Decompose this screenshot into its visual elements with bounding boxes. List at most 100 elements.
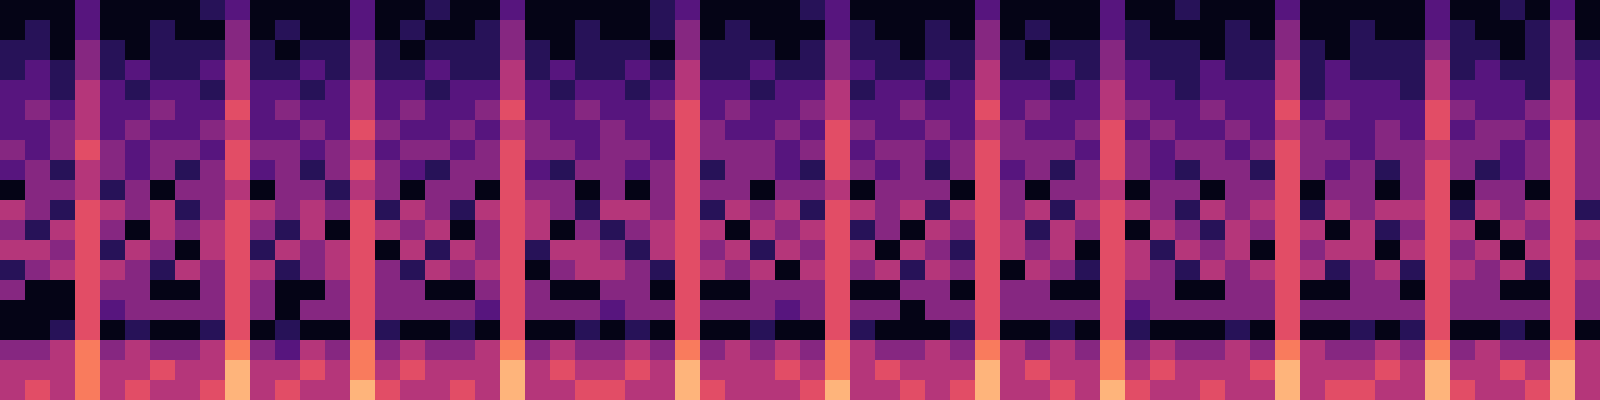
- cell: [975, 80, 1001, 101]
- cell: [375, 360, 401, 381]
- cell: [700, 200, 726, 221]
- cell: [325, 320, 351, 341]
- cell: [775, 380, 801, 400]
- cell: [1525, 120, 1551, 141]
- cell: [475, 340, 501, 361]
- cell: [100, 0, 126, 21]
- cell: [50, 160, 76, 181]
- cell: [1325, 200, 1351, 221]
- cell: [950, 200, 976, 221]
- cell: [1250, 340, 1276, 361]
- cell: [1175, 300, 1201, 321]
- cell: [325, 120, 351, 141]
- cell: [1325, 320, 1351, 341]
- cell: [850, 100, 876, 121]
- cell: [1125, 0, 1151, 21]
- cell: [600, 20, 626, 41]
- cell: [1175, 260, 1201, 281]
- cell: [650, 80, 676, 101]
- cell: [100, 100, 126, 121]
- cell: [1075, 360, 1101, 381]
- cell: [75, 20, 101, 41]
- cell: [1100, 60, 1126, 81]
- cell: [975, 220, 1001, 241]
- cell: [1500, 200, 1526, 221]
- cell: [725, 40, 751, 61]
- cell: [1550, 40, 1576, 61]
- cell: [1525, 320, 1551, 341]
- cell: [975, 40, 1001, 61]
- cell: [1225, 40, 1251, 61]
- cell: [900, 280, 926, 301]
- cell: [1200, 300, 1226, 321]
- cell: [50, 280, 76, 301]
- cell: [675, 180, 701, 201]
- cell: [1100, 280, 1126, 301]
- cell: [0, 60, 26, 81]
- cell: [425, 380, 451, 400]
- cell: [1025, 300, 1051, 321]
- cell: [1550, 260, 1576, 281]
- cell: [350, 200, 376, 221]
- cell: [1100, 360, 1126, 381]
- cell: [1550, 160, 1576, 181]
- cell: [1025, 0, 1051, 21]
- cell: [175, 360, 201, 381]
- cell: [700, 60, 726, 81]
- cell: [925, 140, 951, 161]
- cell: [475, 300, 501, 321]
- cell: [825, 320, 851, 341]
- cell: [175, 40, 201, 61]
- cell: [200, 300, 226, 321]
- cell: [1225, 100, 1251, 121]
- cell: [1500, 100, 1526, 121]
- cell: [600, 60, 626, 81]
- cell: [1475, 180, 1501, 201]
- cell: [1575, 180, 1600, 201]
- cell: [750, 100, 776, 121]
- cell: [1500, 120, 1526, 141]
- cell: [775, 60, 801, 81]
- cell: [1050, 320, 1076, 341]
- cell: [1500, 60, 1526, 81]
- cell: [375, 120, 401, 141]
- cell: [1075, 280, 1101, 301]
- cell: [1475, 200, 1501, 221]
- cell: [575, 380, 601, 400]
- cell: [600, 160, 626, 181]
- cell: [1225, 120, 1251, 141]
- cell: [425, 340, 451, 361]
- cell: [700, 240, 726, 261]
- cell: [825, 180, 851, 201]
- cell: [200, 80, 226, 101]
- cell: [400, 360, 426, 381]
- cell: [1100, 260, 1126, 281]
- cell: [1500, 0, 1526, 21]
- cell: [875, 360, 901, 381]
- background: [0, 0, 1600, 400]
- cell: [300, 300, 326, 321]
- cell: [1275, 380, 1301, 400]
- cell: [275, 280, 301, 301]
- cell: [650, 340, 676, 361]
- cell: [1075, 220, 1101, 241]
- cell: [225, 260, 251, 281]
- cell: [650, 320, 676, 341]
- cell: [825, 300, 851, 321]
- cell: [1525, 240, 1551, 261]
- cell: [1250, 240, 1276, 261]
- cell: [75, 0, 101, 21]
- cell: [325, 240, 351, 261]
- cell: [125, 340, 151, 361]
- cell: [175, 20, 201, 41]
- cell: [400, 80, 426, 101]
- cell: [1125, 380, 1151, 400]
- cell: [600, 260, 626, 281]
- cell: [475, 20, 501, 41]
- cell: [400, 240, 426, 261]
- cell: [825, 20, 851, 41]
- cell: [750, 140, 776, 161]
- cell: [900, 140, 926, 161]
- cell: [1025, 80, 1051, 101]
- cell: [500, 320, 526, 341]
